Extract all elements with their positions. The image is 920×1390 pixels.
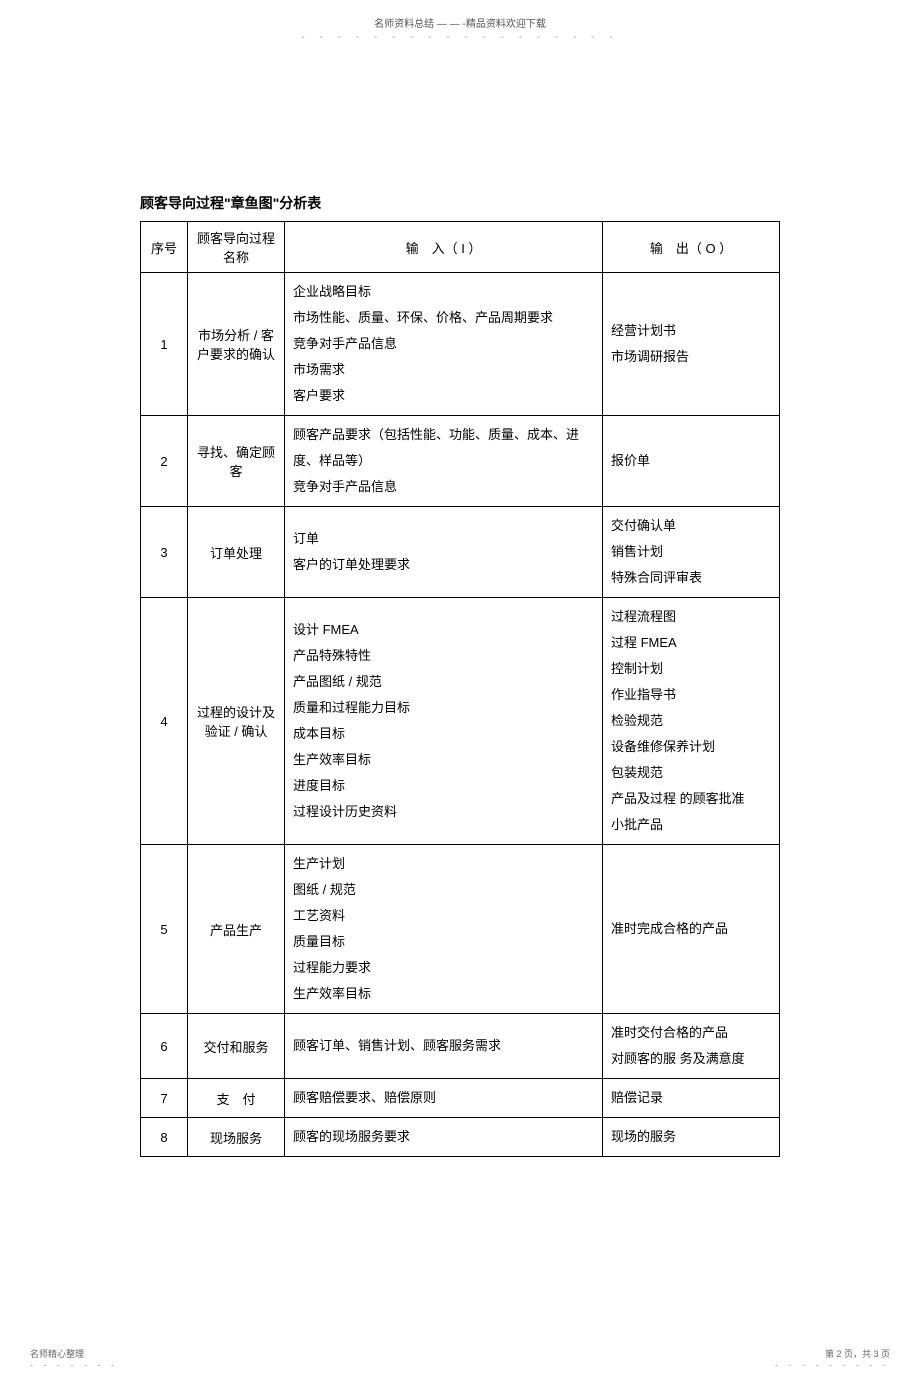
cell-output: 经营计划书 市场调研报告: [603, 273, 780, 416]
page-header: 名师资料总结 — — -精品资料欢迎下载 - - - - - - - - - -…: [0, 0, 920, 43]
cell-name: 寻找、确定顾客: [188, 416, 285, 507]
header-text: 名师资料总结 — — -精品资料欢迎下载: [0, 15, 920, 30]
cell-name: 市场分析 / 客户要求的确认: [188, 273, 285, 416]
cell-output: 准时完成合格的产品: [603, 845, 780, 1014]
table-body: 1市场分析 / 客户要求的确认企业战略目标 市场性能、质量、环保、价格、产品周期…: [141, 273, 780, 1157]
cell-name: 交付和服务: [188, 1014, 285, 1079]
footer-left: 名师精心整理 - - - - - - -: [30, 1347, 118, 1370]
header-name: 顾客导向过程名称: [188, 222, 285, 273]
cell-output: 交付确认单 销售计划 特殊合同评审表: [603, 507, 780, 598]
table-row: 1市场分析 / 客户要求的确认企业战略目标 市场性能、质量、环保、价格、产品周期…: [141, 273, 780, 416]
table-row: 4过程的设计及验证 / 确认设计 FMEA 产品特殊特性 产品图纸 / 规范 质…: [141, 598, 780, 845]
cell-name: 过程的设计及验证 / 确认: [188, 598, 285, 845]
table-row: 6交付和服务顾客订单、销售计划、顾客服务需求准时交付合格的产品 对顾客的服 务及…: [141, 1014, 780, 1079]
page-title: 顾客导向过程"章鱼图"分析表: [140, 193, 780, 213]
header-output: 输 出（ O ）: [603, 222, 780, 273]
footer-right-text: 第 2 页，共 3 页: [775, 1347, 890, 1360]
table-row: 2寻找、确定顾客顾客产品要求（包括性能、功能、质量、成本、进度、样品等） 竞争对…: [141, 416, 780, 507]
cell-seq: 3: [141, 507, 188, 598]
table-row: 5产品生产生产计划 图纸 / 规范 工艺资料 质量目标 过程能力要求 生产效率目…: [141, 845, 780, 1014]
cell-output: 赔偿记录: [603, 1079, 780, 1118]
cell-seq: 4: [141, 598, 188, 845]
table-header-row: 序号 顾客导向过程名称 输 入（ I ） 输 出（ O ）: [141, 222, 780, 273]
content-area: 顾客导向过程"章鱼图"分析表 序号 顾客导向过程名称 输 入（ I ） 输 出（…: [0, 43, 920, 1197]
cell-name: 支 付: [188, 1079, 285, 1118]
cell-output: 现场的服务: [603, 1118, 780, 1157]
cell-input: 顾客订单、销售计划、顾客服务需求: [285, 1014, 603, 1079]
cell-name: 现场服务: [188, 1118, 285, 1157]
cell-name: 订单处理: [188, 507, 285, 598]
cell-input: 设计 FMEA 产品特殊特性 产品图纸 / 规范 质量和过程能力目标 成本目标 …: [285, 598, 603, 845]
cell-input: 生产计划 图纸 / 规范 工艺资料 质量目标 过程能力要求 生产效率目标: [285, 845, 603, 1014]
table-row: 7支 付顾客赔偿要求、赔偿原则赔偿记录: [141, 1079, 780, 1118]
cell-output: 报价单: [603, 416, 780, 507]
cell-name: 产品生产: [188, 845, 285, 1014]
cell-input: 订单 客户的订单处理要求: [285, 507, 603, 598]
cell-seq: 1: [141, 273, 188, 416]
cell-seq: 2: [141, 416, 188, 507]
table-row: 8现场服务顾客的现场服务要求现场的服务: [141, 1118, 780, 1157]
footer-right-dots: - - - - - - - - -: [775, 1360, 890, 1370]
header-input: 输 入（ I ）: [285, 222, 603, 273]
cell-input: 顾客赔偿要求、赔偿原则: [285, 1079, 603, 1118]
footer-left-text: 名师精心整理: [30, 1347, 118, 1360]
cell-input: 顾客产品要求（包括性能、功能、质量、成本、进度、样品等） 竞争对手产品信息: [285, 416, 603, 507]
cell-seq: 6: [141, 1014, 188, 1079]
cell-seq: 8: [141, 1118, 188, 1157]
analysis-table: 序号 顾客导向过程名称 输 入（ I ） 输 出（ O ） 1市场分析 / 客户…: [140, 221, 780, 1157]
header-dots: - - - - - - - - - - - - - - - - - -: [0, 32, 920, 43]
cell-output: 过程流程图 过程 FMEA 控制计划 作业指导书 检验规范 设备维修保养计划 包…: [603, 598, 780, 845]
footer-left-dots: - - - - - - -: [30, 1360, 118, 1370]
cell-seq: 7: [141, 1079, 188, 1118]
page-footer: 名师精心整理 - - - - - - - 第 2 页，共 3 页 - - - -…: [0, 1197, 920, 1390]
header-seq: 序号: [141, 222, 188, 273]
table-row: 3订单处理订单 客户的订单处理要求交付确认单 销售计划 特殊合同评审表: [141, 507, 780, 598]
cell-input: 顾客的现场服务要求: [285, 1118, 603, 1157]
cell-seq: 5: [141, 845, 188, 1014]
footer-right: 第 2 页，共 3 页 - - - - - - - - -: [775, 1347, 890, 1370]
cell-output: 准时交付合格的产品 对顾客的服 务及满意度: [603, 1014, 780, 1079]
cell-input: 企业战略目标 市场性能、质量、环保、价格、产品周期要求 竞争对手产品信息 市场需…: [285, 273, 603, 416]
